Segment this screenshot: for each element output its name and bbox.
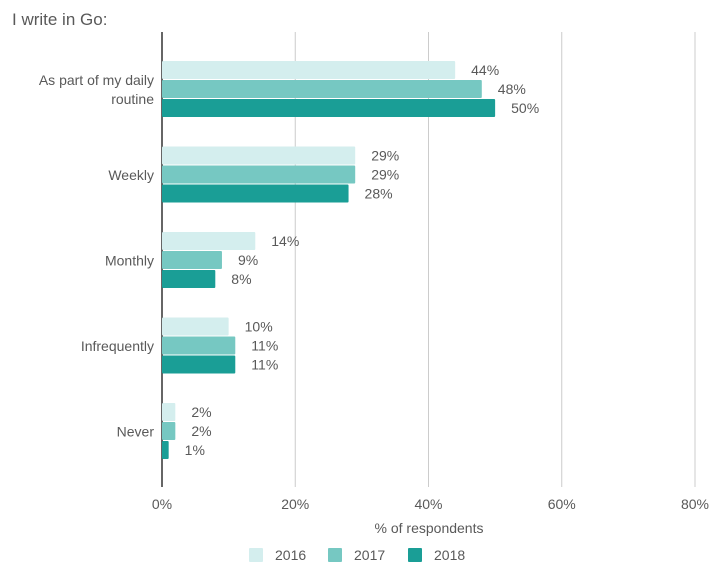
data-label: 14% xyxy=(271,233,299,249)
category-label: Infrequently xyxy=(81,338,154,354)
legend-item-2016: 2016 xyxy=(249,547,306,563)
data-label: 48% xyxy=(498,81,526,97)
data-label: 8% xyxy=(231,271,251,287)
bar-2016 xyxy=(162,317,229,336)
data-label: 44% xyxy=(471,62,499,78)
x-axis-title: % of respondents xyxy=(375,520,484,536)
data-label: 9% xyxy=(238,252,258,268)
x-tick-label: 0% xyxy=(152,496,172,512)
bar-2017 xyxy=(162,165,356,184)
bar-2018 xyxy=(162,99,496,117)
bar-2016 xyxy=(162,232,256,250)
chart-title: I write in Go: xyxy=(12,10,108,29)
bar-2018 xyxy=(162,355,236,374)
data-label: 1% xyxy=(185,442,205,458)
bar-2018 xyxy=(162,441,169,459)
data-label: 2% xyxy=(191,404,211,420)
legend-label: 2016 xyxy=(275,547,307,563)
bar-2016 xyxy=(162,146,356,165)
data-label: 28% xyxy=(365,186,393,202)
category-label: Never xyxy=(117,424,155,440)
x-tick-label: 60% xyxy=(548,496,576,512)
data-label: 11% xyxy=(251,338,278,354)
x-tick-label: 20% xyxy=(281,496,309,512)
category-label: As part of my daily routine xyxy=(39,72,154,107)
bar-2017 xyxy=(162,80,482,98)
legend-label: 2018 xyxy=(434,547,466,563)
legend-swatch xyxy=(249,548,263,562)
legend-item-2018: 2018 xyxy=(408,547,465,563)
bar-2016 xyxy=(162,403,176,421)
legend-item-2017: 2017 xyxy=(328,547,385,563)
x-tick-label: 80% xyxy=(681,496,709,512)
data-label: 50% xyxy=(511,100,539,116)
bar-2017 xyxy=(162,422,176,440)
data-label: 11% xyxy=(251,357,278,373)
chart-legend: 2016 2017 2018 xyxy=(0,547,720,567)
legend-label: 2017 xyxy=(354,547,386,563)
data-label: 2% xyxy=(191,423,211,439)
bar-2016 xyxy=(162,61,456,79)
bar-2018 xyxy=(162,184,349,203)
bar-2017 xyxy=(162,251,222,269)
legend-swatch xyxy=(408,548,422,562)
bar-2018 xyxy=(162,270,216,288)
category-label: Monthly xyxy=(105,253,154,269)
legend-swatch xyxy=(328,548,342,562)
x-tick-label: 40% xyxy=(414,496,442,512)
category-label: Weekly xyxy=(108,167,154,183)
data-label: 29% xyxy=(371,167,399,183)
data-label: 10% xyxy=(245,319,273,335)
data-label: 29% xyxy=(371,148,399,164)
bar-2017 xyxy=(162,336,236,355)
